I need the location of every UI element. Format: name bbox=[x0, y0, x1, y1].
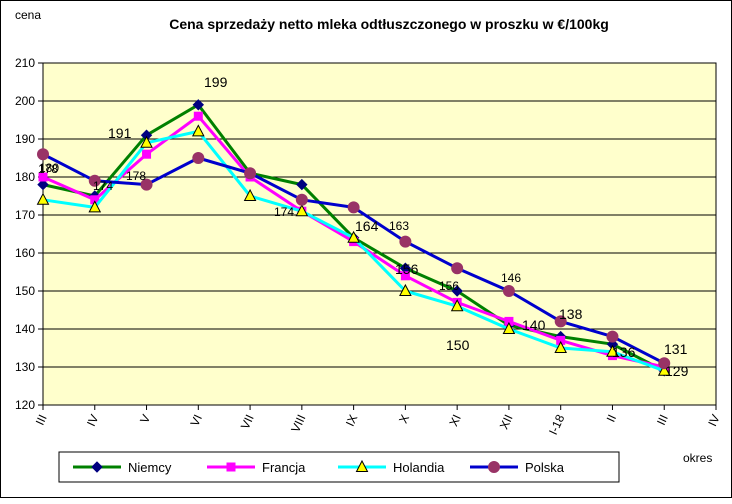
data-point-polska bbox=[140, 178, 153, 191]
data-point-holandia bbox=[450, 299, 464, 312]
x-tick-label: V bbox=[137, 412, 153, 425]
plot-area: 120 130 140 150 160 170 180 190 200 210 III IV V VI VI… bbox=[15, 56, 723, 437]
x-tick-label: X bbox=[396, 412, 412, 425]
x-tick-label: VII bbox=[238, 412, 257, 431]
y-tick-label: 120 bbox=[15, 398, 35, 412]
data-point-niemcy bbox=[451, 285, 463, 297]
data-label: 156 bbox=[395, 261, 419, 277]
data-point-holandia bbox=[191, 124, 205, 137]
plot-background bbox=[42, 62, 717, 406]
y-tick-label: 140 bbox=[15, 322, 35, 336]
data-label: 180 bbox=[39, 161, 59, 175]
data-point-niemcy bbox=[296, 178, 308, 191]
data-label: 164 bbox=[355, 218, 379, 234]
x-tick-label: II bbox=[604, 412, 620, 424]
data-label: 163 bbox=[389, 219, 409, 233]
legend-marker-holandia bbox=[355, 459, 369, 472]
legend: Niemcy Francja Holandia Polska bbox=[58, 451, 620, 483]
x-axis-label: okres bbox=[683, 451, 712, 465]
data-point-polska bbox=[347, 201, 360, 214]
data-label: 146 bbox=[501, 271, 521, 285]
data-label: 178 bbox=[126, 169, 146, 183]
legend-marker-francja bbox=[226, 462, 236, 472]
data-point-holandia bbox=[606, 344, 619, 357]
data-point-holandia bbox=[554, 340, 568, 353]
data-point-niemcy bbox=[37, 178, 49, 191]
data-point-polska bbox=[399, 235, 412, 248]
data-label: 174 bbox=[93, 179, 113, 193]
data-label: 150 bbox=[446, 337, 470, 353]
x-tick-label: IV bbox=[705, 412, 722, 428]
legend-label-niemcy: Niemcy bbox=[128, 460, 172, 475]
legend-marker-polska bbox=[488, 461, 500, 473]
data-label: 174 bbox=[274, 205, 294, 219]
data-label: 129 bbox=[665, 363, 689, 379]
y-tick-label: 180 bbox=[15, 170, 35, 184]
x-tick-label: IV bbox=[84, 412, 101, 428]
x-tick-label: VI bbox=[188, 412, 205, 428]
data-label: 136 bbox=[612, 344, 636, 360]
legend-label-francja: Francja bbox=[262, 460, 306, 475]
data-label: 138 bbox=[559, 306, 583, 322]
y-tick-label: 190 bbox=[15, 132, 35, 146]
y-tick-label: 210 bbox=[15, 56, 35, 70]
data-point-holandia bbox=[243, 188, 257, 201]
data-point-holandia bbox=[88, 200, 102, 213]
y-axis-label: cena bbox=[15, 8, 41, 22]
data-label: 178 bbox=[38, 162, 58, 176]
data-point-polska bbox=[192, 152, 205, 164]
chart-title: Cena sprzedaży netto mleka odtłuszczoneg… bbox=[169, 16, 609, 32]
x-tick-label: XI bbox=[446, 412, 463, 428]
x-tick-label: VIII bbox=[288, 412, 308, 434]
data-point-polska bbox=[658, 357, 671, 370]
data-label: 199 bbox=[204, 74, 228, 90]
data-label: 156 bbox=[439, 279, 459, 293]
data-point-niemcy bbox=[192, 99, 205, 111]
data-point-polska bbox=[88, 174, 101, 187]
legend-marker-niemcy bbox=[91, 461, 103, 473]
legend-box bbox=[58, 451, 620, 483]
data-point-francja bbox=[142, 149, 152, 159]
data-point-holandia bbox=[347, 230, 360, 243]
data-point-holandia bbox=[140, 135, 153, 148]
y-tick-label: 200 bbox=[15, 94, 35, 108]
legend-label-polska: Polska bbox=[525, 460, 565, 475]
x-tick-label: I-18 bbox=[546, 412, 568, 437]
y-tick-label: 130 bbox=[15, 360, 35, 374]
data-point-polska bbox=[606, 330, 619, 343]
data-point-polska bbox=[502, 285, 515, 297]
data-point-holandia bbox=[657, 363, 671, 376]
data-point-holandia bbox=[399, 283, 412, 296]
data-point-holandia bbox=[295, 204, 309, 217]
legend-label-holandia: Holandia bbox=[393, 460, 445, 475]
data-point-francja bbox=[38, 172, 48, 182]
data-label: 191 bbox=[108, 125, 132, 141]
y-tick-label: 160 bbox=[15, 246, 35, 260]
x-tick-label: III bbox=[654, 412, 671, 427]
data-point-holandia bbox=[36, 192, 50, 205]
data-point-polska bbox=[554, 315, 567, 328]
x-tick-label: IX bbox=[343, 412, 360, 428]
data-label: 131 bbox=[664, 341, 688, 357]
x-tick-label: XII bbox=[497, 412, 516, 431]
x-tick-label: III bbox=[33, 412, 50, 427]
data-point-holandia bbox=[502, 321, 516, 334]
y-tick-label: 150 bbox=[15, 284, 35, 298]
data-point-polska bbox=[295, 193, 308, 206]
data-point-polska bbox=[451, 262, 464, 275]
data-point-polska bbox=[37, 148, 49, 161]
data-label: 140 bbox=[522, 317, 546, 333]
data-point-francja bbox=[400, 271, 410, 281]
data-point-francja bbox=[193, 111, 203, 121]
data-point-polska bbox=[244, 167, 257, 180]
y-tick-label: 170 bbox=[15, 208, 35, 222]
